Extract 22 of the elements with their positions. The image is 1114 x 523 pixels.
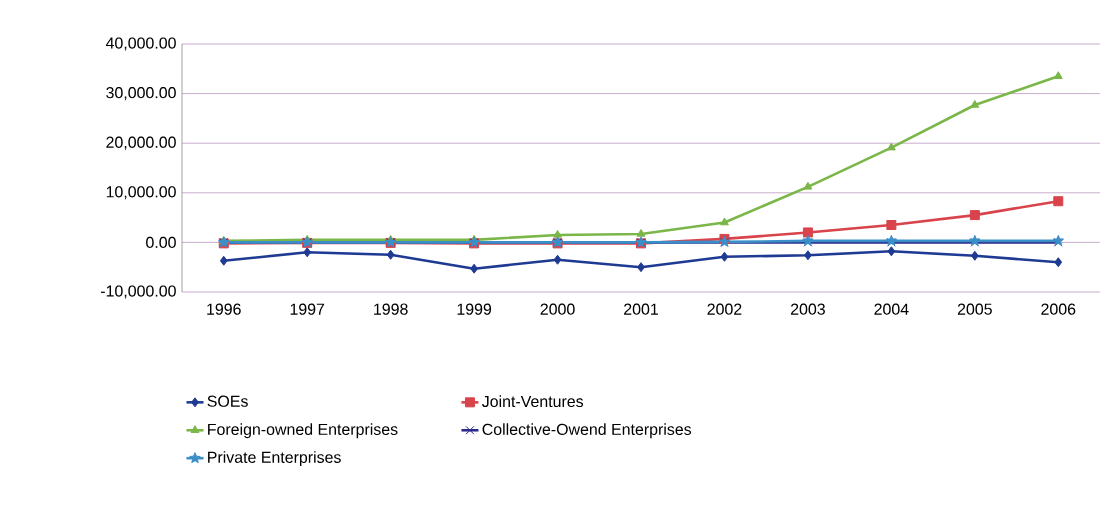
x-tick-label: 1999 xyxy=(457,303,492,315)
x-tick-label: 1998 xyxy=(374,303,408,315)
x-tick-label: 2005 xyxy=(957,303,992,315)
y-tick-label: 20,000.00 xyxy=(106,136,176,150)
y-tick-label: 40,000.00 xyxy=(105,37,176,51)
x-tick-label: 2003 xyxy=(790,303,825,315)
x-tick-label: 2002 xyxy=(707,303,742,315)
x-tick-label: 1996 xyxy=(207,303,241,315)
x-tick-label: 2000 xyxy=(540,303,575,315)
x-tick-label: 2001 xyxy=(624,303,658,315)
y-tick-label: -10,000.00 xyxy=(100,285,176,299)
y-tick-label: 30,000.00 xyxy=(106,87,176,101)
legend-label: Private Enterprises xyxy=(208,451,341,467)
y-tick-label: 0.00 xyxy=(146,236,176,249)
x-tick-label: 1997 xyxy=(290,303,325,315)
legend-label: Joint-Ventures xyxy=(481,395,584,408)
legend-label: Collective-Owend Enterprises xyxy=(482,423,692,439)
legend-label: Foreign-owned Enterprises xyxy=(208,423,398,439)
x-tick-label: 2004 xyxy=(874,303,909,315)
y-tick-label: 10,000.00 xyxy=(106,186,176,200)
x-tick-label: 2006 xyxy=(1041,303,1076,315)
legend-label: SOEs xyxy=(207,395,248,407)
